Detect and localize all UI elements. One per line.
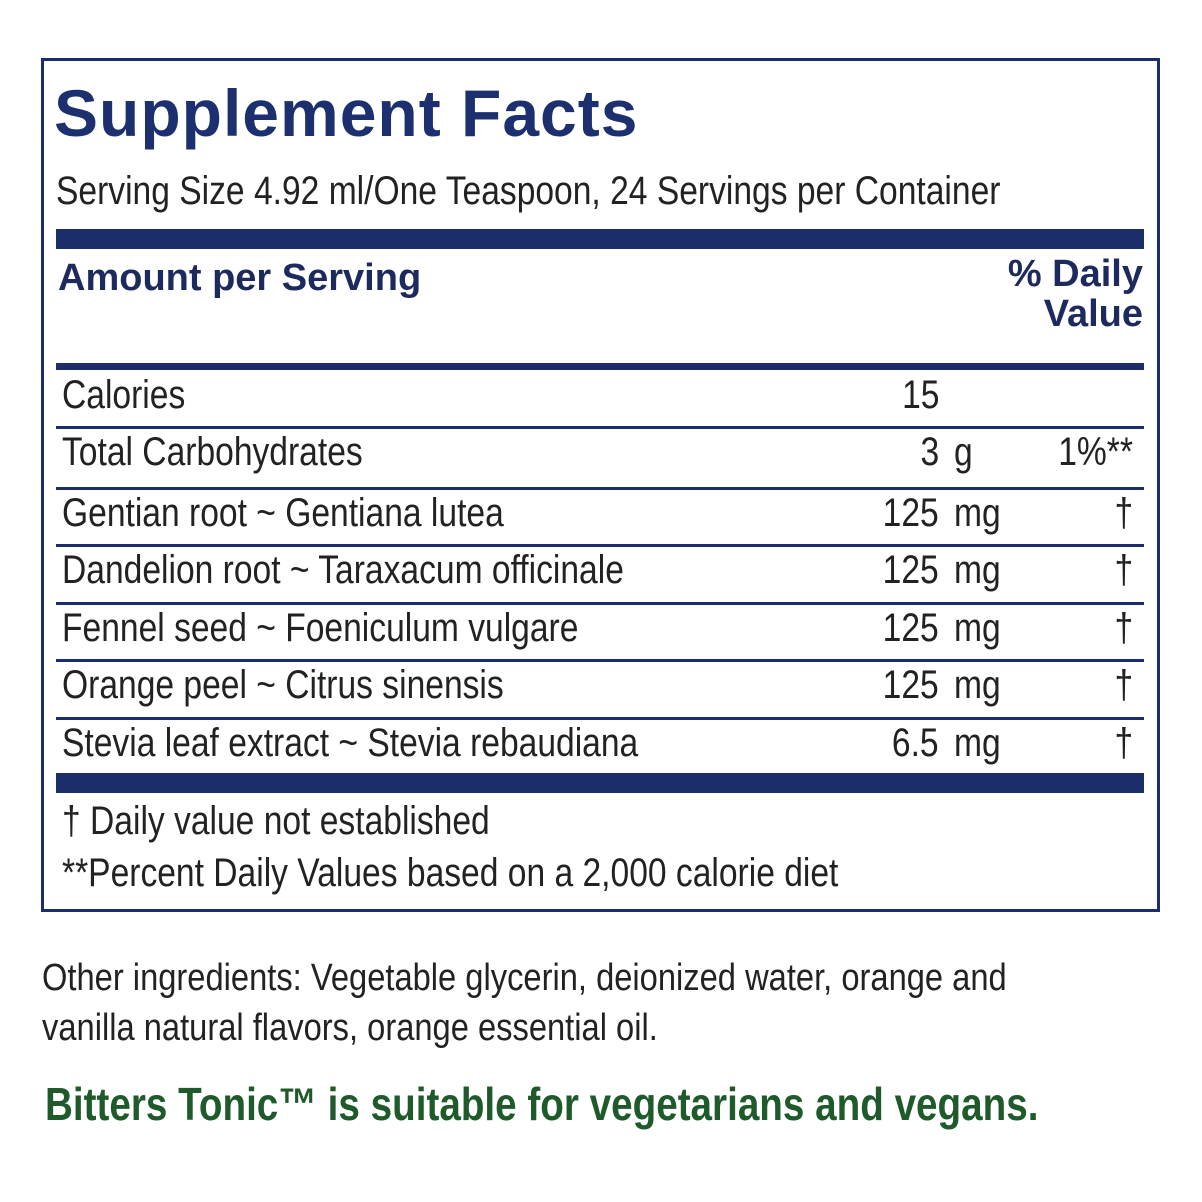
amount: 125 [872, 546, 939, 594]
amount-text: 15 [901, 373, 939, 417]
amount-header: Amount per Serving [58, 257, 422, 299]
amount: 6.5 [883, 719, 939, 767]
nutrient-name-text: Orange peel ~ Citrus sinensis [62, 663, 504, 707]
daily-value-text: † [1114, 663, 1133, 707]
nutrient-name-text: Stevia leaf extract ~ Stevia rebaudiana [62, 721, 639, 765]
unit: mg [954, 661, 1010, 709]
daily-value-header: % Daily Value [1007, 253, 1143, 335]
footnote: † Daily value not established [62, 799, 571, 844]
nutrient-name: Fennel seed ~ Foeniculum vulgare [62, 604, 677, 652]
daily-value-text: † [1114, 548, 1133, 592]
amount-text: 6.5 [892, 721, 939, 765]
nutrient-name: Stevia leaf extract ~ Stevia rebaudiana [62, 719, 748, 767]
nutrient-name: Orange peel ~ Citrus sinensis [62, 661, 588, 709]
nutrient-name: Total Carbohydrates [62, 428, 420, 476]
amount: 15 [895, 371, 939, 419]
footnote-text: † Daily value not established [62, 799, 490, 843]
row-rule [56, 426, 1144, 429]
nutrient-name-text: Gentian root ~ Gentiana lutea [62, 491, 504, 535]
amount: 3 [917, 428, 939, 476]
row-rule [56, 659, 1144, 662]
unit-text: mg [954, 663, 1001, 707]
row-rule [56, 544, 1144, 547]
daily-value-text: † [1114, 491, 1133, 535]
amount-text: 3 [920, 430, 939, 474]
daily-value-text: † [1114, 606, 1133, 650]
unit-text: mg [954, 548, 1001, 592]
nutrient-name-text: Total Carbohydrates [62, 430, 363, 474]
thick-rule [56, 229, 1144, 249]
daily-value: † [1111, 604, 1133, 652]
unit: mg [954, 546, 1010, 594]
unit: g [954, 428, 976, 476]
nutrient-name-text: Fennel seed ~ Foeniculum vulgare [62, 606, 579, 650]
unit-text: mg [954, 491, 1001, 535]
unit-text: mg [954, 606, 1001, 650]
amount-text: 125 [882, 491, 939, 535]
daily-value: † [1111, 546, 1133, 594]
daily-value: † [1111, 719, 1133, 767]
nutrient-name-text: Calories [62, 373, 186, 417]
amount-text: 125 [882, 663, 939, 707]
nutrient-name-text: Dandelion root ~ Taraxacum officinale [62, 548, 624, 592]
serving-text: Serving Size 4.92 ml/One Teaspoon, 24 Se… [56, 169, 1001, 213]
daily-value: † [1111, 489, 1133, 537]
row-rule [56, 717, 1144, 720]
nutrient-name: Calories [62, 371, 209, 419]
daily-value-text: † [1114, 721, 1133, 765]
row-rule [56, 602, 1144, 605]
serving: Serving Size 4.92 ml/One Teaspoon, 24 Se… [56, 169, 1180, 214]
nutrient-name: Gentian root ~ Gentiana lutea [62, 489, 588, 537]
vegan-note: Bitters Tonic™ is suitable for vegetaria… [45, 1077, 1202, 1131]
vegan-note-text: Bitters Tonic™ is suitable for vegetaria… [45, 1078, 1039, 1130]
amount-text: 125 [882, 606, 939, 650]
row-rule [56, 487, 1144, 490]
unit-text: g [954, 430, 973, 474]
unit: mg [954, 719, 1010, 767]
unit: mg [954, 604, 1010, 652]
amount: 125 [872, 661, 939, 709]
medium-rule [56, 363, 1144, 370]
amount: 125 [872, 604, 939, 652]
footnote: **Percent Daily Values based on a 2,000 … [62, 851, 986, 896]
other-ingredients: Other ingredients: Vegetable glycerin, d… [42, 957, 1007, 1049]
amount: 125 [872, 489, 939, 537]
daily-value: 1%** [1044, 428, 1133, 476]
facts-panel: Supplement Facts Serving Size 4.92 ml/On… [41, 58, 1160, 912]
daily-value-text: 1%** [1058, 430, 1133, 474]
unit: mg [954, 489, 1010, 537]
footnote-text: **Percent Daily Values based on a 2,000 … [62, 851, 839, 895]
amount-text: 125 [882, 548, 939, 592]
nutrient-name: Dandelion root ~ Taraxacum officinale [62, 546, 731, 594]
thick-rule [56, 773, 1144, 793]
daily-value: † [1111, 661, 1133, 709]
unit-text: mg [954, 721, 1001, 765]
title: Supplement Facts [54, 76, 639, 150]
